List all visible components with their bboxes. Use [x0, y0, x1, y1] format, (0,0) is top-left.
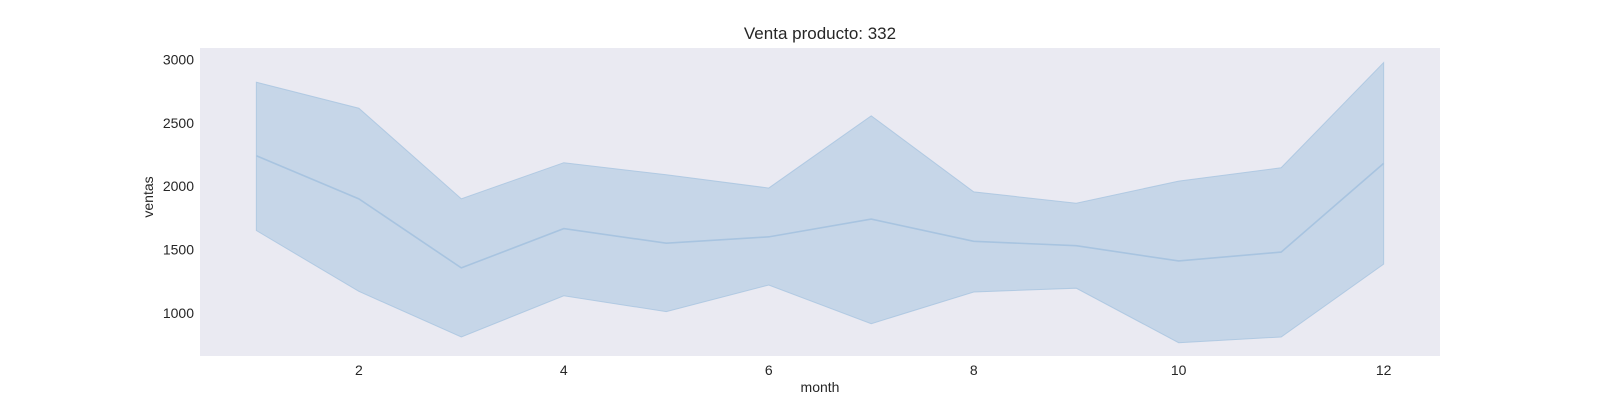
data-point-month-7: [869, 217, 873, 221]
y-axis-ticks: 1000 1500 2000 2500 3000: [163, 51, 194, 320]
data-point-month-2: [357, 197, 361, 201]
data-point-month-11: [1279, 250, 1283, 254]
data-point-month-8: [972, 239, 976, 243]
x-axis-label: month: [801, 379, 840, 395]
chart-title: Venta producto: 332: [744, 24, 896, 43]
data-point-month-12: [1382, 161, 1386, 165]
data-point-month-6: [767, 235, 771, 239]
data-point-month-5: [664, 241, 668, 245]
x-tick-label: 6: [765, 362, 773, 378]
data-point-month-9: [1074, 244, 1078, 248]
confidence-band-layer: [255, 61, 1385, 344]
data-point-month-3: [459, 266, 463, 270]
confidence-band-0: [255, 61, 1385, 344]
y-tick-label: 1000: [163, 305, 194, 321]
x-tick-label: 12: [1376, 362, 1392, 378]
data-point-month-4: [562, 227, 566, 231]
y-tick-label: 2000: [163, 178, 194, 194]
data-point-month-1: [254, 154, 258, 158]
y-tick-label: 1500: [163, 242, 194, 258]
y-tick-label: 3000: [163, 51, 194, 67]
mean-line-layer: [254, 154, 1386, 270]
mean-line-0: [256, 155, 1385, 269]
x-tick-label: 2: [355, 362, 363, 378]
x-axis-ticks: 2 4 6 8 10 12: [355, 362, 1392, 378]
data-point-month-10: [1177, 259, 1181, 263]
x-tick-label: 10: [1171, 362, 1187, 378]
y-axis-label: ventas: [140, 176, 156, 217]
x-tick-label: 8: [970, 362, 978, 378]
x-tick-label: 4: [560, 362, 568, 378]
y-tick-label: 2500: [163, 115, 194, 131]
